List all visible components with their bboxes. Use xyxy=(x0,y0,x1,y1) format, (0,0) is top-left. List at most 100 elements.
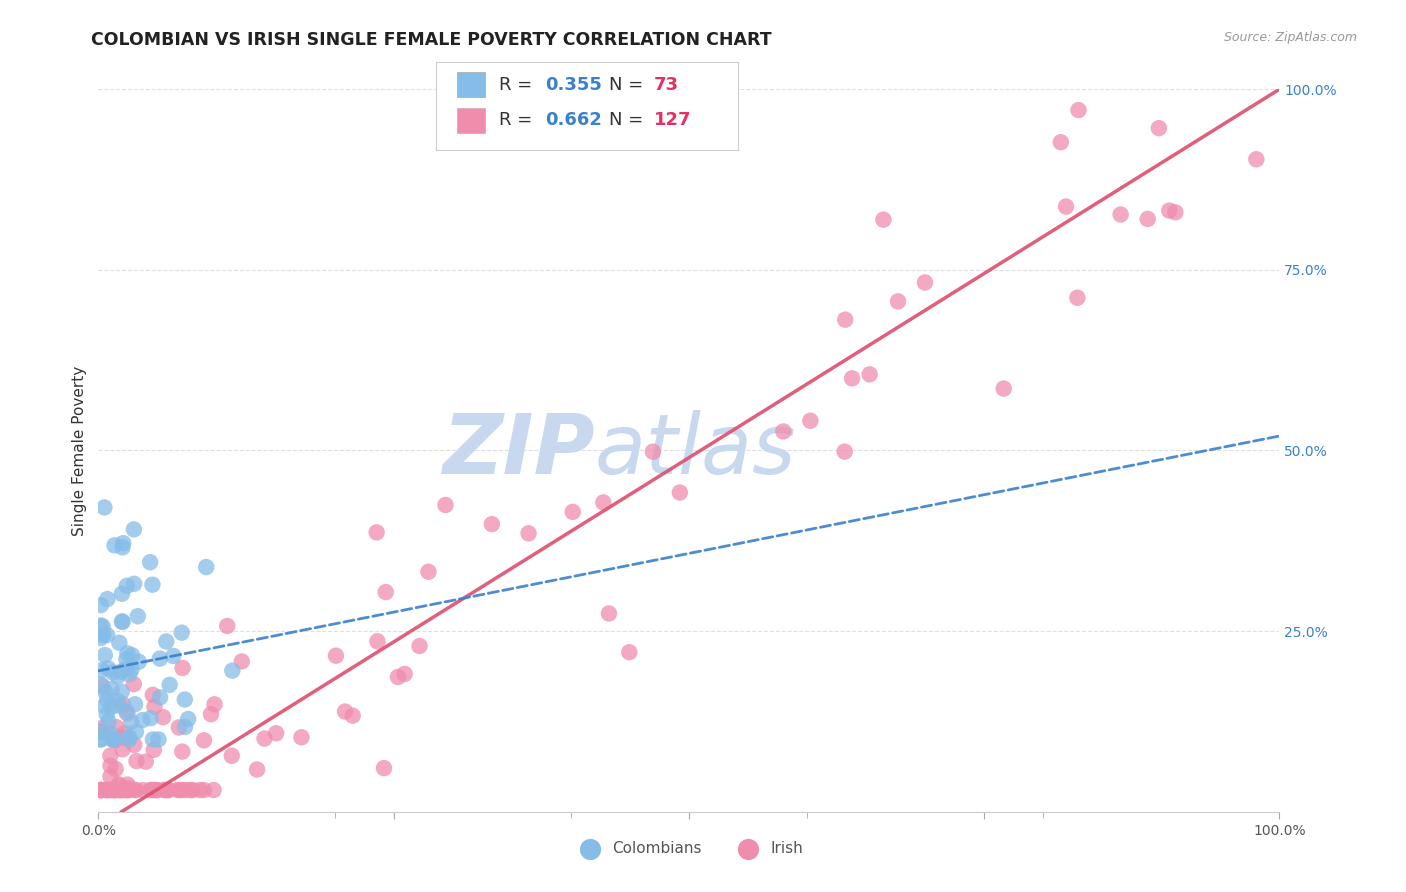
Point xyxy=(101,783,124,797)
Point xyxy=(159,678,181,692)
Point xyxy=(101,732,124,747)
Point xyxy=(434,498,457,512)
Point xyxy=(91,619,114,633)
Point xyxy=(139,555,162,569)
Point xyxy=(153,783,176,797)
Point xyxy=(112,698,135,712)
Point xyxy=(112,536,135,550)
Point xyxy=(90,783,112,797)
Point xyxy=(177,712,200,726)
Point xyxy=(1067,103,1090,117)
Point xyxy=(139,783,162,797)
Point xyxy=(108,779,131,793)
Point xyxy=(142,688,165,702)
Point xyxy=(90,631,112,645)
Point xyxy=(112,783,135,797)
Text: COLOMBIAN VS IRISH SINGLE FEMALE POVERTY CORRELATION CHART: COLOMBIAN VS IRISH SINGLE FEMALE POVERTY… xyxy=(91,31,772,49)
Point xyxy=(246,763,269,777)
Point xyxy=(101,665,124,680)
Point xyxy=(166,783,188,797)
Point xyxy=(103,538,125,552)
Text: R =: R = xyxy=(499,76,538,94)
Point xyxy=(100,783,122,797)
Point xyxy=(1164,205,1187,219)
Point xyxy=(118,667,141,681)
Point xyxy=(143,699,166,714)
Point xyxy=(90,724,112,739)
Point xyxy=(217,619,239,633)
Point xyxy=(264,726,287,740)
Point xyxy=(100,770,122,784)
Point xyxy=(619,645,641,659)
Text: ZIP: ZIP xyxy=(441,410,595,491)
Point xyxy=(253,731,276,746)
Point xyxy=(172,745,194,759)
Point xyxy=(1246,152,1268,166)
Point xyxy=(157,783,180,797)
Point xyxy=(173,692,195,706)
Point xyxy=(117,646,139,660)
Point xyxy=(127,609,149,624)
Point xyxy=(366,634,388,648)
Point xyxy=(1109,207,1132,221)
Point xyxy=(231,655,253,669)
Point xyxy=(408,639,430,653)
Point xyxy=(108,636,131,650)
Point xyxy=(481,517,503,532)
Point xyxy=(114,731,136,745)
Point xyxy=(104,783,127,797)
Point xyxy=(872,212,894,227)
Text: R =: R = xyxy=(499,112,538,129)
Point xyxy=(993,382,1015,396)
Point xyxy=(290,731,312,745)
Point xyxy=(105,720,128,734)
Point xyxy=(90,732,112,747)
Point xyxy=(103,733,125,747)
Point xyxy=(110,783,132,797)
Point xyxy=(90,663,112,677)
Point xyxy=(142,783,165,797)
Point xyxy=(124,698,146,712)
Text: 127: 127 xyxy=(654,112,692,129)
Point xyxy=(132,783,155,797)
Point xyxy=(142,743,165,757)
Point xyxy=(97,783,120,797)
Point xyxy=(181,783,204,797)
Point xyxy=(156,783,179,797)
Point xyxy=(111,587,134,601)
Point xyxy=(125,725,148,739)
Point xyxy=(90,783,112,797)
Point xyxy=(167,721,190,735)
Point xyxy=(118,732,141,747)
Point xyxy=(342,708,364,723)
Point xyxy=(1049,135,1071,149)
Point xyxy=(97,714,120,729)
Point xyxy=(104,783,127,797)
Point xyxy=(97,783,120,797)
Point xyxy=(111,684,134,698)
Point xyxy=(122,576,145,591)
Text: atlas: atlas xyxy=(595,410,796,491)
Point xyxy=(103,732,125,747)
Point xyxy=(93,699,115,714)
Point xyxy=(122,738,145,752)
Point xyxy=(90,783,112,797)
Point xyxy=(110,783,132,797)
Point xyxy=(142,732,165,747)
Point xyxy=(325,648,347,663)
Point xyxy=(90,783,112,797)
Point xyxy=(139,783,162,797)
Point xyxy=(141,577,163,591)
Point xyxy=(202,783,225,797)
Point xyxy=(108,783,131,797)
Point xyxy=(373,761,395,775)
Point xyxy=(96,693,118,707)
Point xyxy=(170,783,193,797)
Point xyxy=(135,755,157,769)
Point xyxy=(107,698,129,713)
Point xyxy=(111,783,134,797)
Point xyxy=(172,661,194,675)
Point xyxy=(156,783,179,797)
Point xyxy=(174,720,197,734)
Point xyxy=(162,648,184,663)
